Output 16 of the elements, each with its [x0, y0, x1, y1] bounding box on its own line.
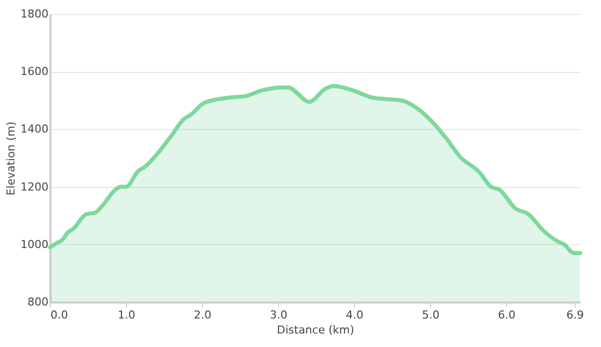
- x-tick-label: 3.0: [270, 308, 288, 322]
- x-axis-title: Distance (km): [276, 324, 354, 336]
- y-tick-label: 1400: [20, 122, 48, 136]
- x-tick-label: 2.0: [194, 308, 212, 322]
- y-tick-label: 1600: [20, 65, 48, 78]
- x-tick-label: 1.0: [118, 308, 136, 322]
- y-tick-label: 1200: [20, 180, 48, 194]
- x-tick-label: 0.0: [50, 308, 68, 322]
- x-tick-label: 5.0: [422, 308, 440, 322]
- x-tick-label: 4.0: [346, 308, 364, 322]
- y-tick-label: 1800: [20, 8, 48, 20]
- y-tick-label: 800: [28, 296, 48, 308]
- x-tick-label: 6.0: [498, 308, 516, 322]
- y-axis-title: Elevation (m): [4, 122, 18, 196]
- y-tick-label: 1000: [20, 238, 48, 251]
- x-tick-label: 6.9: [566, 308, 584, 322]
